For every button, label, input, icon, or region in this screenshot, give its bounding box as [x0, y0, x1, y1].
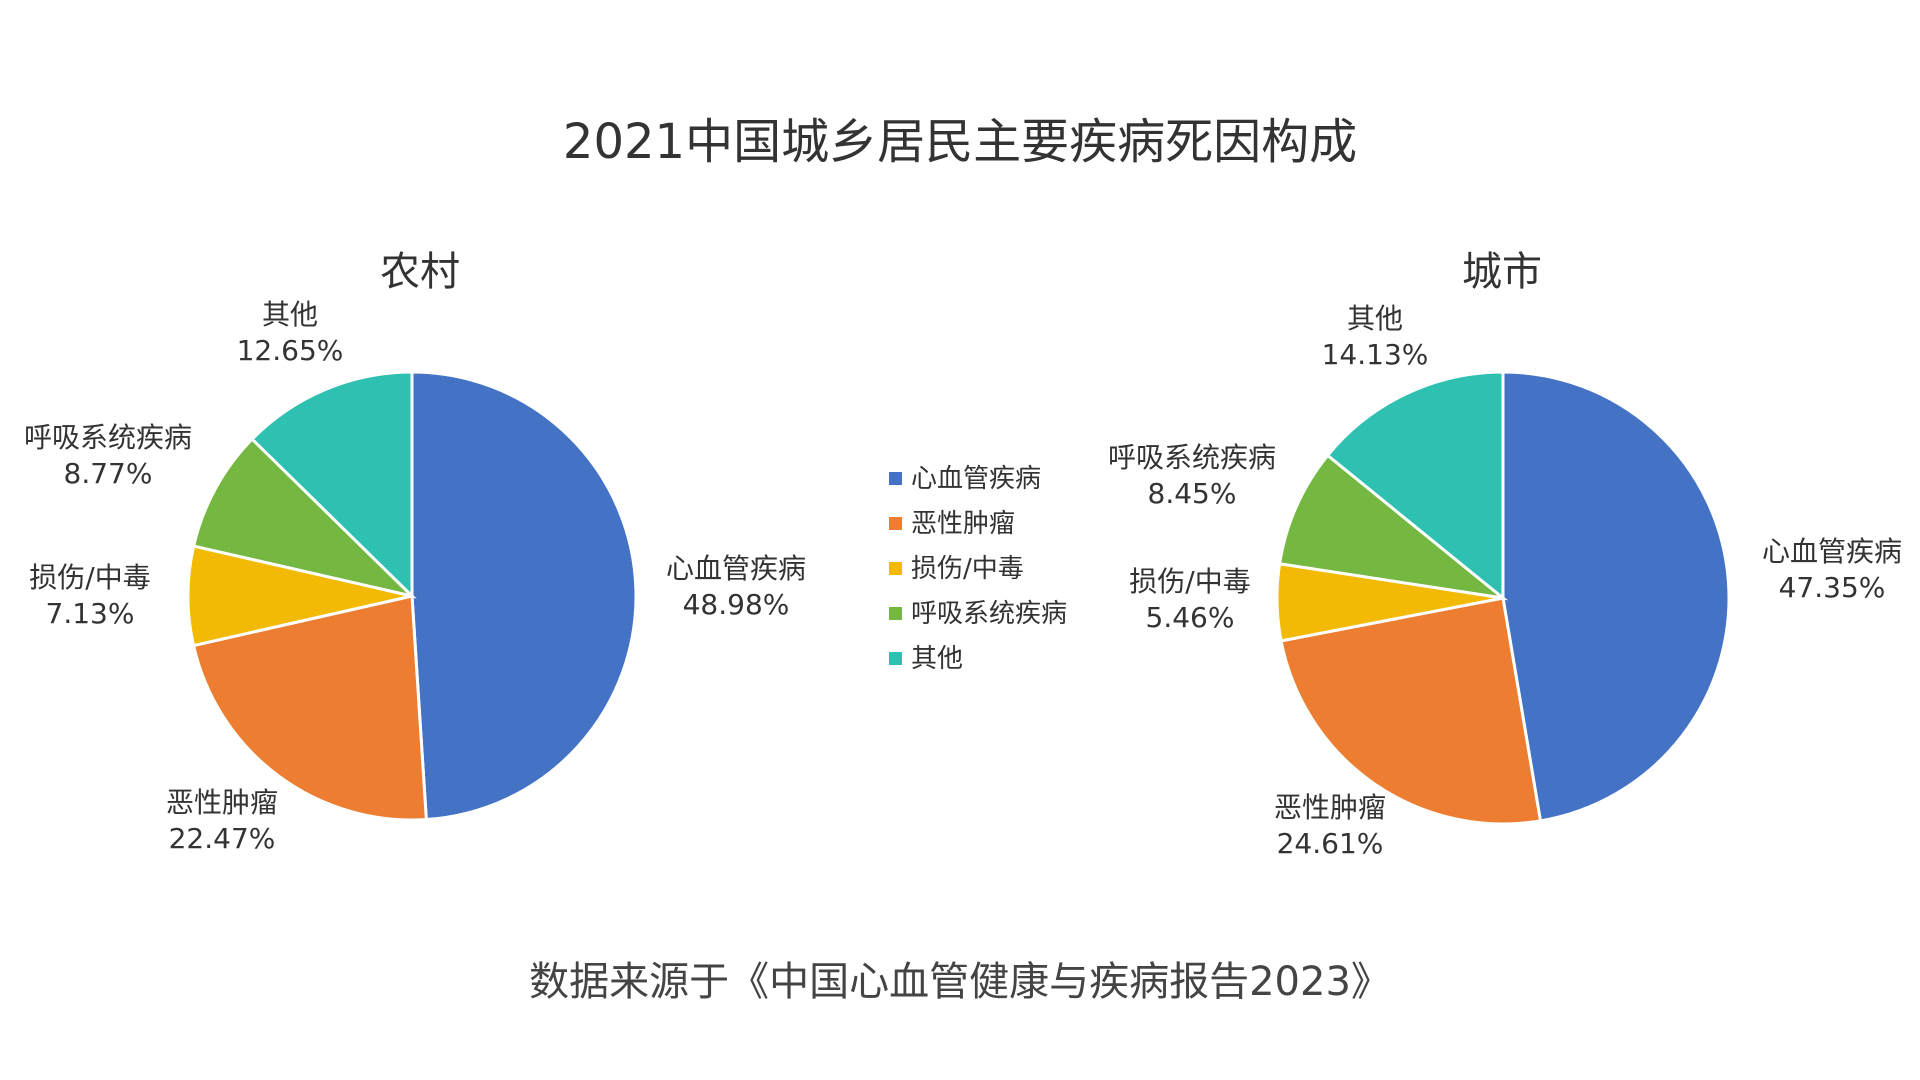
- legend-swatch-respiratory: [889, 607, 902, 620]
- pie-rural-label-name-cardiovascular: 心血管疾病: [666, 552, 806, 585]
- pie-rural-slice-other: [250, 370, 414, 600]
- pie-title-rural: 农村: [380, 249, 460, 295]
- pie-rural-slice-cardiovascular: [410, 370, 638, 822]
- legend-label-cardiovascular: 心血管疾病: [911, 464, 1041, 494]
- pie-rural-slice-respiratory: [191, 436, 417, 599]
- pie-rural-label-value-injury-poisoning: 7.13%: [46, 597, 135, 630]
- pie-urban-slice-other: [1325, 370, 1505, 602]
- pie-urban-slice-respiratory: [1277, 453, 1509, 601]
- pie-urban-slice-cardiovascular: [1501, 370, 1731, 823]
- pie-urban-label-value-malignant-tumor: 24.61%: [1277, 827, 1384, 860]
- chart-title: 2021中国城乡居民主要疾病死因构成: [563, 114, 1357, 170]
- legend-swatch-malignant-tumor: [889, 517, 902, 530]
- source-note: 数据来源于《中国心血管健康与疾病报告2023》: [529, 959, 1391, 1005]
- legend-label-other: 其他: [911, 644, 963, 674]
- pie-rural-label-name-injury-poisoning: 损伤/中毒: [29, 561, 150, 594]
- pie-urban-label-name-respiratory: 呼吸系统疾病: [1108, 441, 1276, 474]
- legend-swatch-other: [889, 652, 902, 665]
- pie-urban-slices: [1275, 370, 1731, 826]
- pie-rural-slice-malignant-tumor: [191, 594, 428, 822]
- pie-rural-slices: [186, 370, 638, 822]
- pie-urban-label-name-cardiovascular: 心血管疾病: [1762, 535, 1902, 568]
- pie-urban-slice-malignant-tumor: [1279, 596, 1543, 826]
- pie-rural-label-value-cardiovascular: 48.98%: [683, 588, 790, 621]
- pie-title-urban: 城市: [1462, 249, 1542, 295]
- pie-rural-label-name-other: 其他: [262, 298, 318, 331]
- pie-rural-label-name-respiratory: 呼吸系统疾病: [24, 421, 192, 454]
- legend-label-malignant-tumor: 恶性肿瘤: [911, 509, 1015, 539]
- pie-urban-label-value-respiratory: 8.45%: [1148, 477, 1237, 510]
- legend-swatch-injury-poisoning: [889, 562, 902, 575]
- pie-urban-label-name-malignant-tumor: 恶性肿瘤: [1274, 791, 1386, 824]
- legend-label-injury-poisoning: 损伤/中毒: [911, 554, 1024, 584]
- pie-urban-label-value-injury-poisoning: 5.46%: [1146, 601, 1235, 634]
- pie-rural-slice-injury-poisoning: [186, 544, 413, 648]
- legend-swatch-cardiovascular: [889, 472, 902, 485]
- pie-urban-label-value-cardiovascular: 47.35%: [1779, 571, 1886, 604]
- pie-rural-label-value-malignant-tumor: 22.47%: [169, 822, 276, 855]
- pie-rural-label-value-respiratory: 8.77%: [64, 457, 153, 490]
- pie-urban-label-name-injury-poisoning: 损伤/中毒: [1129, 565, 1250, 598]
- pie-rural-label-name-malignant-tumor: 恶性肿瘤: [166, 786, 278, 819]
- legend-label-respiratory: 呼吸系统疾病: [911, 599, 1067, 629]
- pie-urban-label-value-other: 14.13%: [1322, 338, 1429, 371]
- pie-urban-label-name-other: 其他: [1347, 302, 1403, 335]
- pie-rural-label-value-other: 12.65%: [237, 334, 344, 367]
